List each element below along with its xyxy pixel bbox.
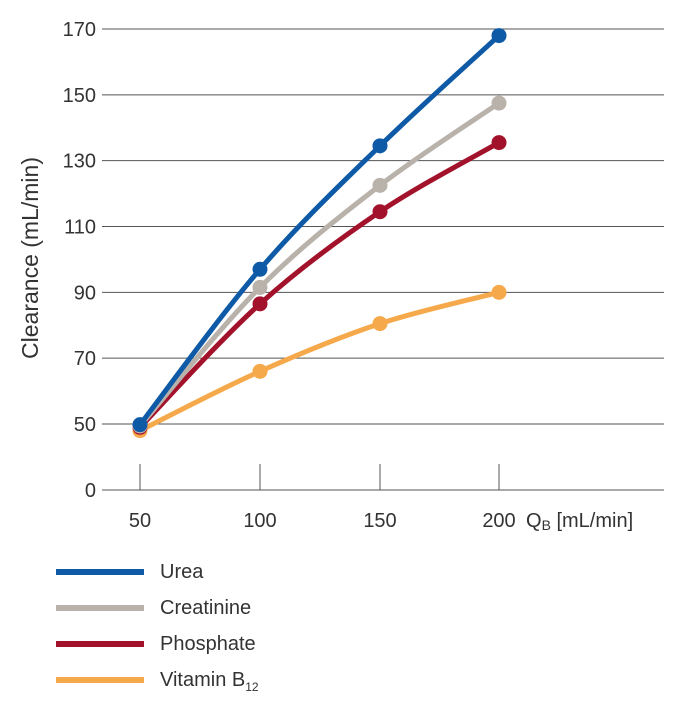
data-point-creatinine bbox=[491, 95, 507, 111]
data-point-creatinine bbox=[372, 177, 388, 193]
y-tick-label: 150 bbox=[63, 85, 96, 107]
legend-swatch bbox=[56, 605, 144, 611]
data-point-vitamin-b bbox=[252, 363, 268, 379]
data-point-urea bbox=[252, 261, 268, 277]
series-points bbox=[132, 28, 507, 439]
series-line-phosphate bbox=[137, 140, 502, 430]
data-point-urea bbox=[491, 28, 507, 44]
y-tick-labels: 0 50 70 90 110 130 150 170 bbox=[63, 19, 96, 502]
data-point-phosphate bbox=[252, 296, 268, 312]
legend-label: Urea bbox=[160, 561, 204, 583]
legend-label: Vitamin B12 bbox=[160, 669, 259, 694]
y-tick-label: 110 bbox=[64, 217, 96, 239]
x-tick-label: 200 bbox=[482, 510, 515, 532]
y-tick-label: 90 bbox=[74, 282, 96, 304]
y-tick-label: 130 bbox=[63, 151, 96, 173]
x-tick-label: 150 bbox=[363, 510, 396, 532]
x-tick-labels: 50 100 150 200 bbox=[129, 510, 516, 532]
series-lines bbox=[137, 33, 502, 434]
data-point-urea bbox=[132, 417, 148, 433]
y-tick-label: 50 bbox=[74, 414, 96, 436]
data-point-urea bbox=[372, 138, 388, 154]
data-point-vitamin-b bbox=[491, 284, 507, 300]
data-point-vitamin-b bbox=[372, 316, 388, 332]
series-line-creatinine bbox=[137, 100, 502, 429]
y-axis-label: Clearance (mL/min) bbox=[17, 157, 43, 359]
legend-label: Creatinine bbox=[160, 597, 252, 619]
data-point-phosphate bbox=[372, 204, 388, 220]
x-axis-label: QB [mL/min] bbox=[526, 510, 633, 533]
x-axis bbox=[102, 464, 664, 491]
series-line-vitamin-b bbox=[137, 289, 502, 434]
y-tick-label: 70 bbox=[74, 348, 96, 370]
y-tick-label: 170 bbox=[63, 19, 96, 41]
data-point-phosphate bbox=[491, 135, 507, 151]
legend-label: Phosphate bbox=[160, 633, 256, 655]
series-line-urea bbox=[137, 33, 502, 428]
legend-swatch bbox=[56, 569, 144, 575]
clearance-chart: 0 50 70 90 110 130 150 170 50 100 150 200 Clearanc… bbox=[17, 19, 664, 533]
x-tick-label: 100 bbox=[243, 510, 276, 532]
x-tick-label: 50 bbox=[129, 510, 151, 532]
data-point-creatinine bbox=[252, 279, 268, 295]
legend-swatch bbox=[56, 677, 144, 683]
legend-swatch bbox=[56, 641, 144, 647]
y-tick-label: 0 bbox=[85, 480, 96, 502]
